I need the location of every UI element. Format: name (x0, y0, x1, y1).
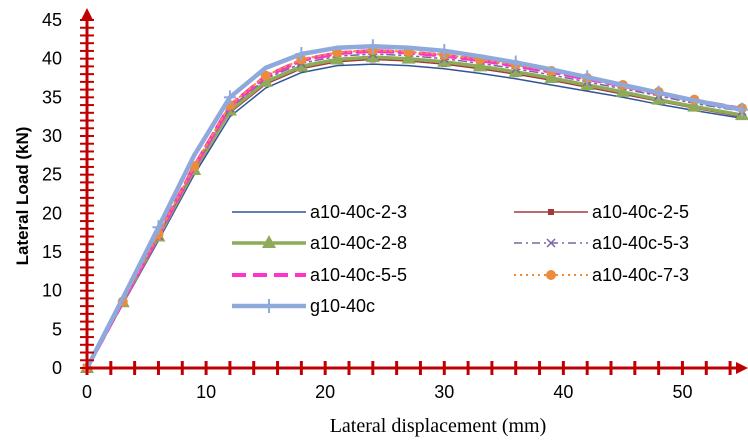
y-tick-label: 0 (52, 358, 62, 378)
data-point-g10-40c (438, 43, 451, 58)
data-point-g10-40c (366, 39, 379, 54)
y-tick-label: 40 (42, 49, 62, 69)
series-line-g10-40c (84, 44, 745, 371)
legend-label: a10-40c-7-3 (592, 265, 689, 285)
legend-label: a10-40c-2-5 (592, 202, 689, 222)
data-point-g10-40c (652, 85, 665, 100)
x-tick-label: 10 (196, 382, 216, 402)
legend-item-g10-40c: g10-40c (232, 296, 375, 316)
x-tick-label: 30 (434, 382, 454, 402)
y-tick-label: 15 (42, 242, 62, 262)
y-axis-label: Lateral Load (kN) (13, 127, 32, 266)
x-tick-label: 20 (315, 382, 335, 402)
x-tick-label: 0 (82, 382, 92, 402)
data-point-a10-40c-2-8 (544, 70, 559, 83)
legend-label: a10-40c-2-3 (310, 202, 407, 222)
labels-layer: Lateral Load (kN) Lateral displacement (… (13, 127, 546, 437)
data-point-g10-40c (295, 47, 308, 62)
legend-label: g10-40c (310, 296, 375, 316)
legend-item-a10-40c-5-3: a10-40c-5-3 (514, 233, 689, 253)
marker-stroke (546, 238, 556, 248)
data-point-a10-40c-2-8 (401, 50, 416, 64)
data-point-a10-40c-2-8 (615, 83, 630, 97)
data-point-a10-40c-7-3 (260, 70, 271, 81)
x-axis-arrow (736, 362, 748, 374)
y-tick-label: 10 (42, 281, 62, 301)
data-point-g10-40c (152, 220, 165, 235)
legend-swatch-marker (263, 299, 275, 313)
y-tick-label: 5 (52, 319, 62, 339)
y-tick-label: 45 (42, 10, 62, 30)
data-point-a10-40c-2-8 (365, 49, 380, 63)
series-g10-40c (81, 39, 748, 375)
data-point-a10-40c-2-8 (437, 53, 452, 67)
data-point-a10-40c-2-8 (330, 51, 345, 65)
data-point-g10-40c (736, 102, 748, 117)
legend-item-a10-40c-2-8: a10-40c-2-8 (232, 233, 407, 253)
legend-label: a10-40c-5-3 (592, 233, 689, 253)
legend-swatch-marker (262, 235, 276, 248)
legend-item-a10-40c-2-3: a10-40c-2-3 (232, 202, 407, 222)
y-tick-label: 35 (42, 87, 62, 107)
y-tick-label: 25 (42, 165, 62, 185)
legend-label: a10-40c-2-8 (310, 233, 407, 253)
data-point-a10-40c-2-8 (473, 58, 487, 72)
data-point-a10-40c-2-8 (294, 58, 309, 72)
y-tick-label: 30 (42, 126, 62, 146)
legend-item-a10-40c-7-3: a10-40c-7-3 (514, 265, 689, 285)
axes-layer: 0 10 20 30 40 50 0 5 10 15 20 25 30 35 40 45 (42, 8, 748, 402)
data-point-g10-40c (223, 90, 236, 105)
series-layer (80, 39, 748, 375)
x-tick-label: 40 (553, 382, 573, 402)
y-tick-label: 20 (42, 203, 62, 223)
data-point-g10-40c (509, 55, 522, 70)
legend-swatch-marker (548, 209, 554, 215)
legend-swatch-marker (546, 270, 556, 280)
data-point-g10-40c (581, 70, 594, 85)
x-tick-label: 50 (672, 382, 692, 402)
data-point-a10-40c-2-8 (687, 98, 702, 112)
legend-item-a10-40c-5-5: a10-40c-5-5 (232, 265, 407, 285)
x-axis-label: Lateral displacement (mm) (330, 415, 547, 437)
legend-item-a10-40c-2-5: a10-40c-2-5 (514, 202, 689, 222)
data-point-a10-40c-2-8 (508, 63, 523, 77)
legend-label: a10-40c-5-5 (310, 265, 407, 285)
legend: a10-40c-2-3 a10-40c-2-5 a10-40c-2-8 a10-40c… (232, 202, 689, 316)
legend-swatch-marker (546, 238, 556, 248)
y-axis-arrow (81, 8, 93, 20)
